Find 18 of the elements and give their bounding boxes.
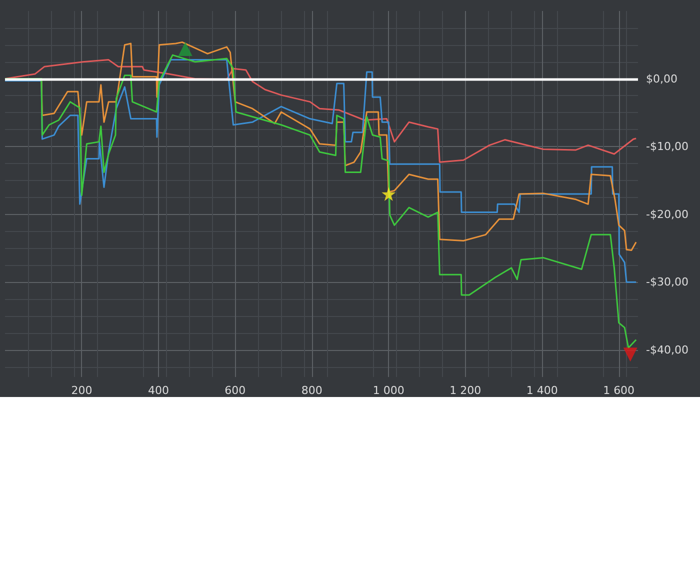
- y-tick-label: -$30,00: [646, 276, 688, 289]
- line-series: [4, 59, 637, 283]
- y-tick-label: $0,00: [646, 72, 678, 86]
- point: [382, 187, 396, 201]
- point: [623, 348, 638, 362]
- x-tick-label: 1 600: [603, 384, 635, 397]
- x-tick-label: 800: [301, 384, 322, 397]
- x-tick-label: 600: [224, 384, 246, 397]
- x-tick-label: 1 000: [372, 384, 404, 397]
- point: [178, 42, 192, 56]
- line-series: [4, 59, 637, 163]
- y-tick-label: -$20,00: [646, 208, 688, 221]
- y-tick-label: -$10,00: [646, 140, 688, 154]
- x-tick-label: 200: [71, 384, 92, 397]
- x-tick-label: 1 400: [526, 384, 558, 397]
- x-tick-label: 1 200: [450, 384, 482, 397]
- y-tick-label: -$40,00: [646, 343, 688, 356]
- x-tick-label: 400: [148, 384, 169, 397]
